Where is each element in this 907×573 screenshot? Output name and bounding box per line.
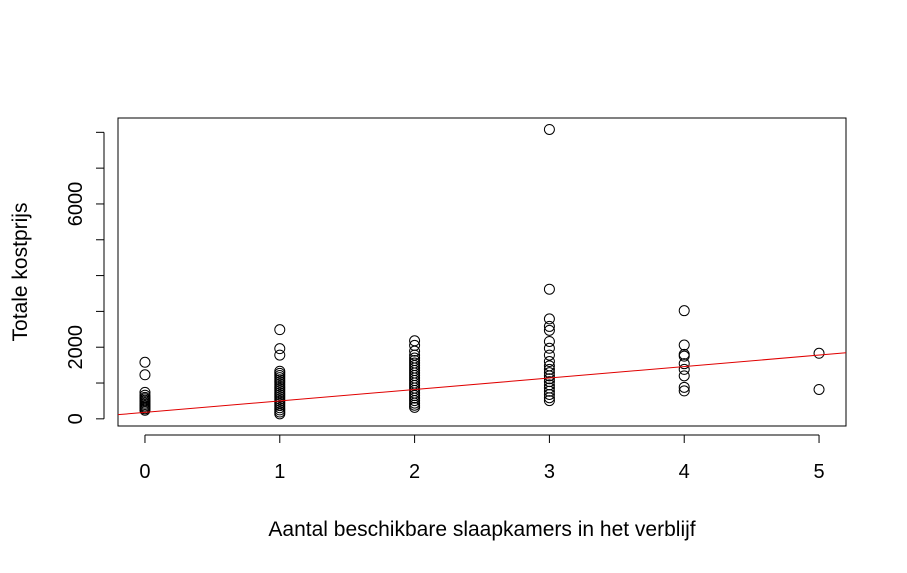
data-point [543, 349, 555, 361]
data-point [678, 305, 690, 317]
x-tick-label: 4 [679, 461, 690, 483]
x-tick-label: 3 [544, 461, 555, 483]
regression-line [117, 352, 847, 416]
data-point [678, 350, 690, 362]
x-tick-label: 5 [813, 461, 824, 483]
y-tick-label: 6000 [65, 182, 87, 227]
data-point [543, 335, 555, 347]
data-point [543, 388, 555, 400]
y-tick-label: 2000 [65, 325, 87, 370]
data-point [543, 320, 555, 332]
data-point [274, 349, 286, 361]
data-point [678, 339, 690, 351]
data-point [543, 392, 555, 404]
x-tick-label: 2 [409, 461, 420, 483]
x-axis-title: Aantal beschikbare slaapkamers in het ve… [268, 518, 695, 541]
data-point [409, 392, 421, 404]
data-point [543, 363, 555, 375]
x-axis: 0 1 2 3 4 5 [139, 434, 825, 483]
y-axis: 0 2000 6000 [65, 131, 105, 424]
x-tick-label: 1 [274, 461, 285, 483]
data-point [543, 395, 555, 407]
data-point [543, 324, 555, 336]
regression-line-layer [117, 352, 847, 416]
plot-frame [117, 117, 847, 427]
data-points [139, 123, 825, 420]
data-point [678, 370, 690, 382]
data-point [139, 369, 151, 381]
data-point [274, 324, 286, 336]
data-point [409, 401, 421, 413]
data-point [678, 358, 690, 370]
data-point [678, 381, 690, 393]
data-point [543, 385, 555, 397]
data-point [409, 345, 421, 357]
data-point [543, 283, 555, 295]
data-point [813, 347, 825, 359]
x-tick-label: 0 [139, 461, 150, 483]
data-point [409, 395, 421, 407]
data-point [543, 342, 555, 354]
data-point [543, 356, 555, 368]
data-point [678, 363, 690, 375]
data-point [139, 404, 151, 416]
y-tick-label: 0 [65, 413, 87, 424]
data-point [678, 385, 690, 397]
data-point [139, 386, 151, 398]
data-point [543, 123, 555, 135]
data-point [274, 408, 286, 420]
data-point [543, 313, 555, 325]
data-point [813, 383, 825, 395]
y-axis-title: Totale kostprijs [9, 203, 32, 342]
data-point [543, 370, 555, 382]
data-point [139, 356, 151, 368]
data-point [274, 343, 286, 355]
